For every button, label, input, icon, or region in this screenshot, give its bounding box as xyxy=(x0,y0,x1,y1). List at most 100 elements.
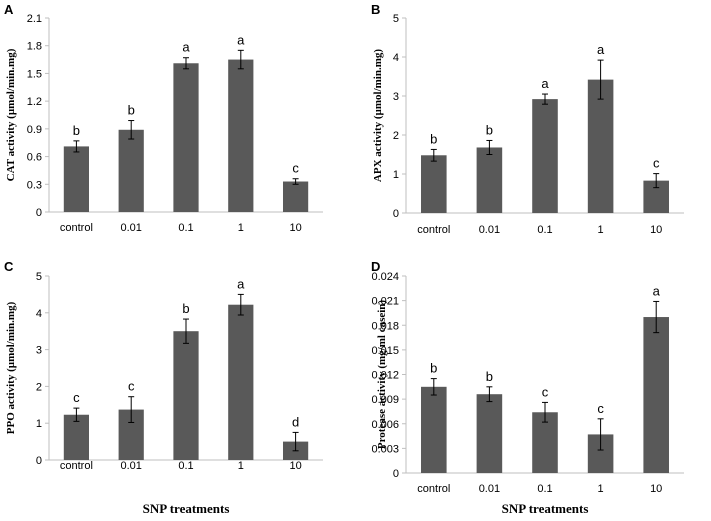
bars: b control b 0.01 a 0.1 a 1 c 10 xyxy=(60,32,309,234)
significance-letter: b xyxy=(73,123,80,138)
bars: b control b 0.01 a 0.1 a 1 c 10 xyxy=(417,42,669,236)
y-tick-label: 3 xyxy=(393,91,399,103)
x-tick-label: 0.1 xyxy=(537,224,552,236)
significance-letter: a xyxy=(182,40,190,55)
y-tick-label: 2 xyxy=(36,381,42,393)
bar xyxy=(643,317,669,473)
bar xyxy=(532,99,558,213)
x-tick-label: 10 xyxy=(650,224,662,236)
x-axis-title: SNP treatments xyxy=(502,501,589,516)
bar xyxy=(228,59,254,213)
x-axis-title: SNP treatments xyxy=(143,501,230,516)
significance-letter: b xyxy=(182,301,189,316)
bars: c control c 0.01 b 0.1 a 1 d 10 xyxy=(60,276,309,472)
panel-d: D 0 0.003 0.006 0.009 0.012 0.015 0.018 0.021 0.0… xyxy=(371,259,684,516)
bar xyxy=(421,386,447,473)
significance-letter: a xyxy=(541,76,549,91)
x-tick-label: control xyxy=(60,460,93,472)
significance-letter: b xyxy=(486,122,493,137)
y-tick-label: 1 xyxy=(36,418,42,430)
panel-b: B 0 1 2 3 4 5 APX activity (µmol/min.mg) b contro… xyxy=(371,2,684,236)
significance-letter: d xyxy=(292,414,299,429)
y-tick-label: 0 xyxy=(393,208,399,220)
x-tick-label: 1 xyxy=(598,224,604,236)
x-tick-label: 0.1 xyxy=(178,222,193,234)
y-tick-label: 3 xyxy=(36,345,42,357)
x-tick-label: 0.1 xyxy=(178,460,193,472)
y-tick-label: 4 xyxy=(36,308,42,320)
y-tick-label: 0.3 xyxy=(27,179,42,191)
y-tick-label: 1.5 xyxy=(27,68,42,80)
bar xyxy=(421,155,447,213)
significance-letter: c xyxy=(653,156,660,171)
significance-letter: a xyxy=(237,276,245,291)
panel-letter: C xyxy=(4,259,14,274)
bar xyxy=(282,181,309,212)
y-tick-label: 1 xyxy=(393,169,399,181)
y-tick-labels: 0 1 2 3 4 5 xyxy=(36,271,49,467)
significance-letter: a xyxy=(237,32,245,47)
y-tick-label: 2.1 xyxy=(27,13,42,25)
x-tick-label: 1 xyxy=(598,483,604,495)
y-tick-label: 0.9 xyxy=(27,124,42,136)
x-tick-label: 10 xyxy=(650,483,662,495)
y-tick-label: 0 xyxy=(36,455,42,467)
significance-letter: c xyxy=(292,161,299,176)
x-tick-label: 0.1 xyxy=(537,483,552,495)
y-tick-label: 2 xyxy=(393,130,399,142)
x-tick-label: control xyxy=(60,222,93,234)
y-tick-label: 0.015 xyxy=(371,345,399,357)
y-tick-labels: 0 1 2 3 4 5 xyxy=(393,13,406,220)
x-tick-label: 0.01 xyxy=(479,483,500,495)
y-tick-label: 0.018 xyxy=(371,320,399,332)
y-axis-title: PPO activity (µmol/min.mg) xyxy=(5,301,17,434)
bar xyxy=(63,146,90,212)
significance-letter: c xyxy=(597,401,604,416)
significance-letter: a xyxy=(597,42,605,57)
panel-letter: B xyxy=(371,2,380,17)
y-tick-label: 0.021 xyxy=(371,296,399,308)
significance-letter: b xyxy=(128,103,135,118)
y-tick-labels: 0 0.3 0.6 0.9 1.2 1.5 1.8 2.1 xyxy=(27,13,49,219)
significance-letter: c xyxy=(542,384,549,399)
x-tick-label: control xyxy=(417,483,450,495)
x-tick-label: 0.01 xyxy=(479,224,500,236)
y-axis-title: APX activity (µmol/min.mg) xyxy=(372,49,384,182)
significance-letter: a xyxy=(653,283,661,298)
x-tick-label: 1 xyxy=(238,222,244,234)
y-tick-label: 4 xyxy=(393,52,399,64)
bar xyxy=(476,394,503,473)
panel-letter: A xyxy=(4,2,14,17)
x-tick-label: 10 xyxy=(289,222,301,234)
x-tick-label: 0.01 xyxy=(120,222,141,234)
significance-letter: b xyxy=(430,131,437,146)
bars: b control b 0.01 c 0.1 c 1 a 10 xyxy=(417,283,669,495)
bar xyxy=(173,63,199,213)
panel-c: C 0 1 2 3 4 5 PPO activity (µmol/min.mg) c contro… xyxy=(4,259,323,516)
panel-a: A 0 0.3 0.6 0.9 1.2 1.5 1.8 2.1 CAT activity (µmo… xyxy=(4,2,323,234)
y-axis-title: Protease activity (mg/ml casein) xyxy=(376,300,388,450)
panel-letter: D xyxy=(371,259,380,274)
y-tick-labels: 0 0.003 0.006 0.009 0.012 0.015 0.018 0.021 0.02… xyxy=(371,271,406,480)
bar xyxy=(63,414,90,460)
significance-letter: b xyxy=(486,369,493,384)
bar xyxy=(173,331,199,460)
significance-letter: c xyxy=(73,390,80,405)
y-tick-label: 1.2 xyxy=(27,96,42,108)
y-tick-label: 0.012 xyxy=(371,370,399,382)
y-tick-label: 0.6 xyxy=(27,152,42,164)
bar xyxy=(476,147,503,213)
x-tick-label: 10 xyxy=(289,460,301,472)
x-tick-label: 1 xyxy=(238,460,244,472)
y-tick-label: 0 xyxy=(393,468,399,480)
y-tick-label: 0.009 xyxy=(371,394,399,406)
y-tick-label: 5 xyxy=(393,13,399,25)
significance-letter: c xyxy=(128,379,135,394)
significance-letter: b xyxy=(430,361,437,376)
bar xyxy=(228,304,254,460)
y-tick-label: 0.003 xyxy=(371,443,399,455)
y-axis-title: CAT activity (µmol/min.mg) xyxy=(5,48,17,181)
y-tick-label: 5 xyxy=(36,271,42,283)
y-tick-label: 0.006 xyxy=(371,419,399,431)
